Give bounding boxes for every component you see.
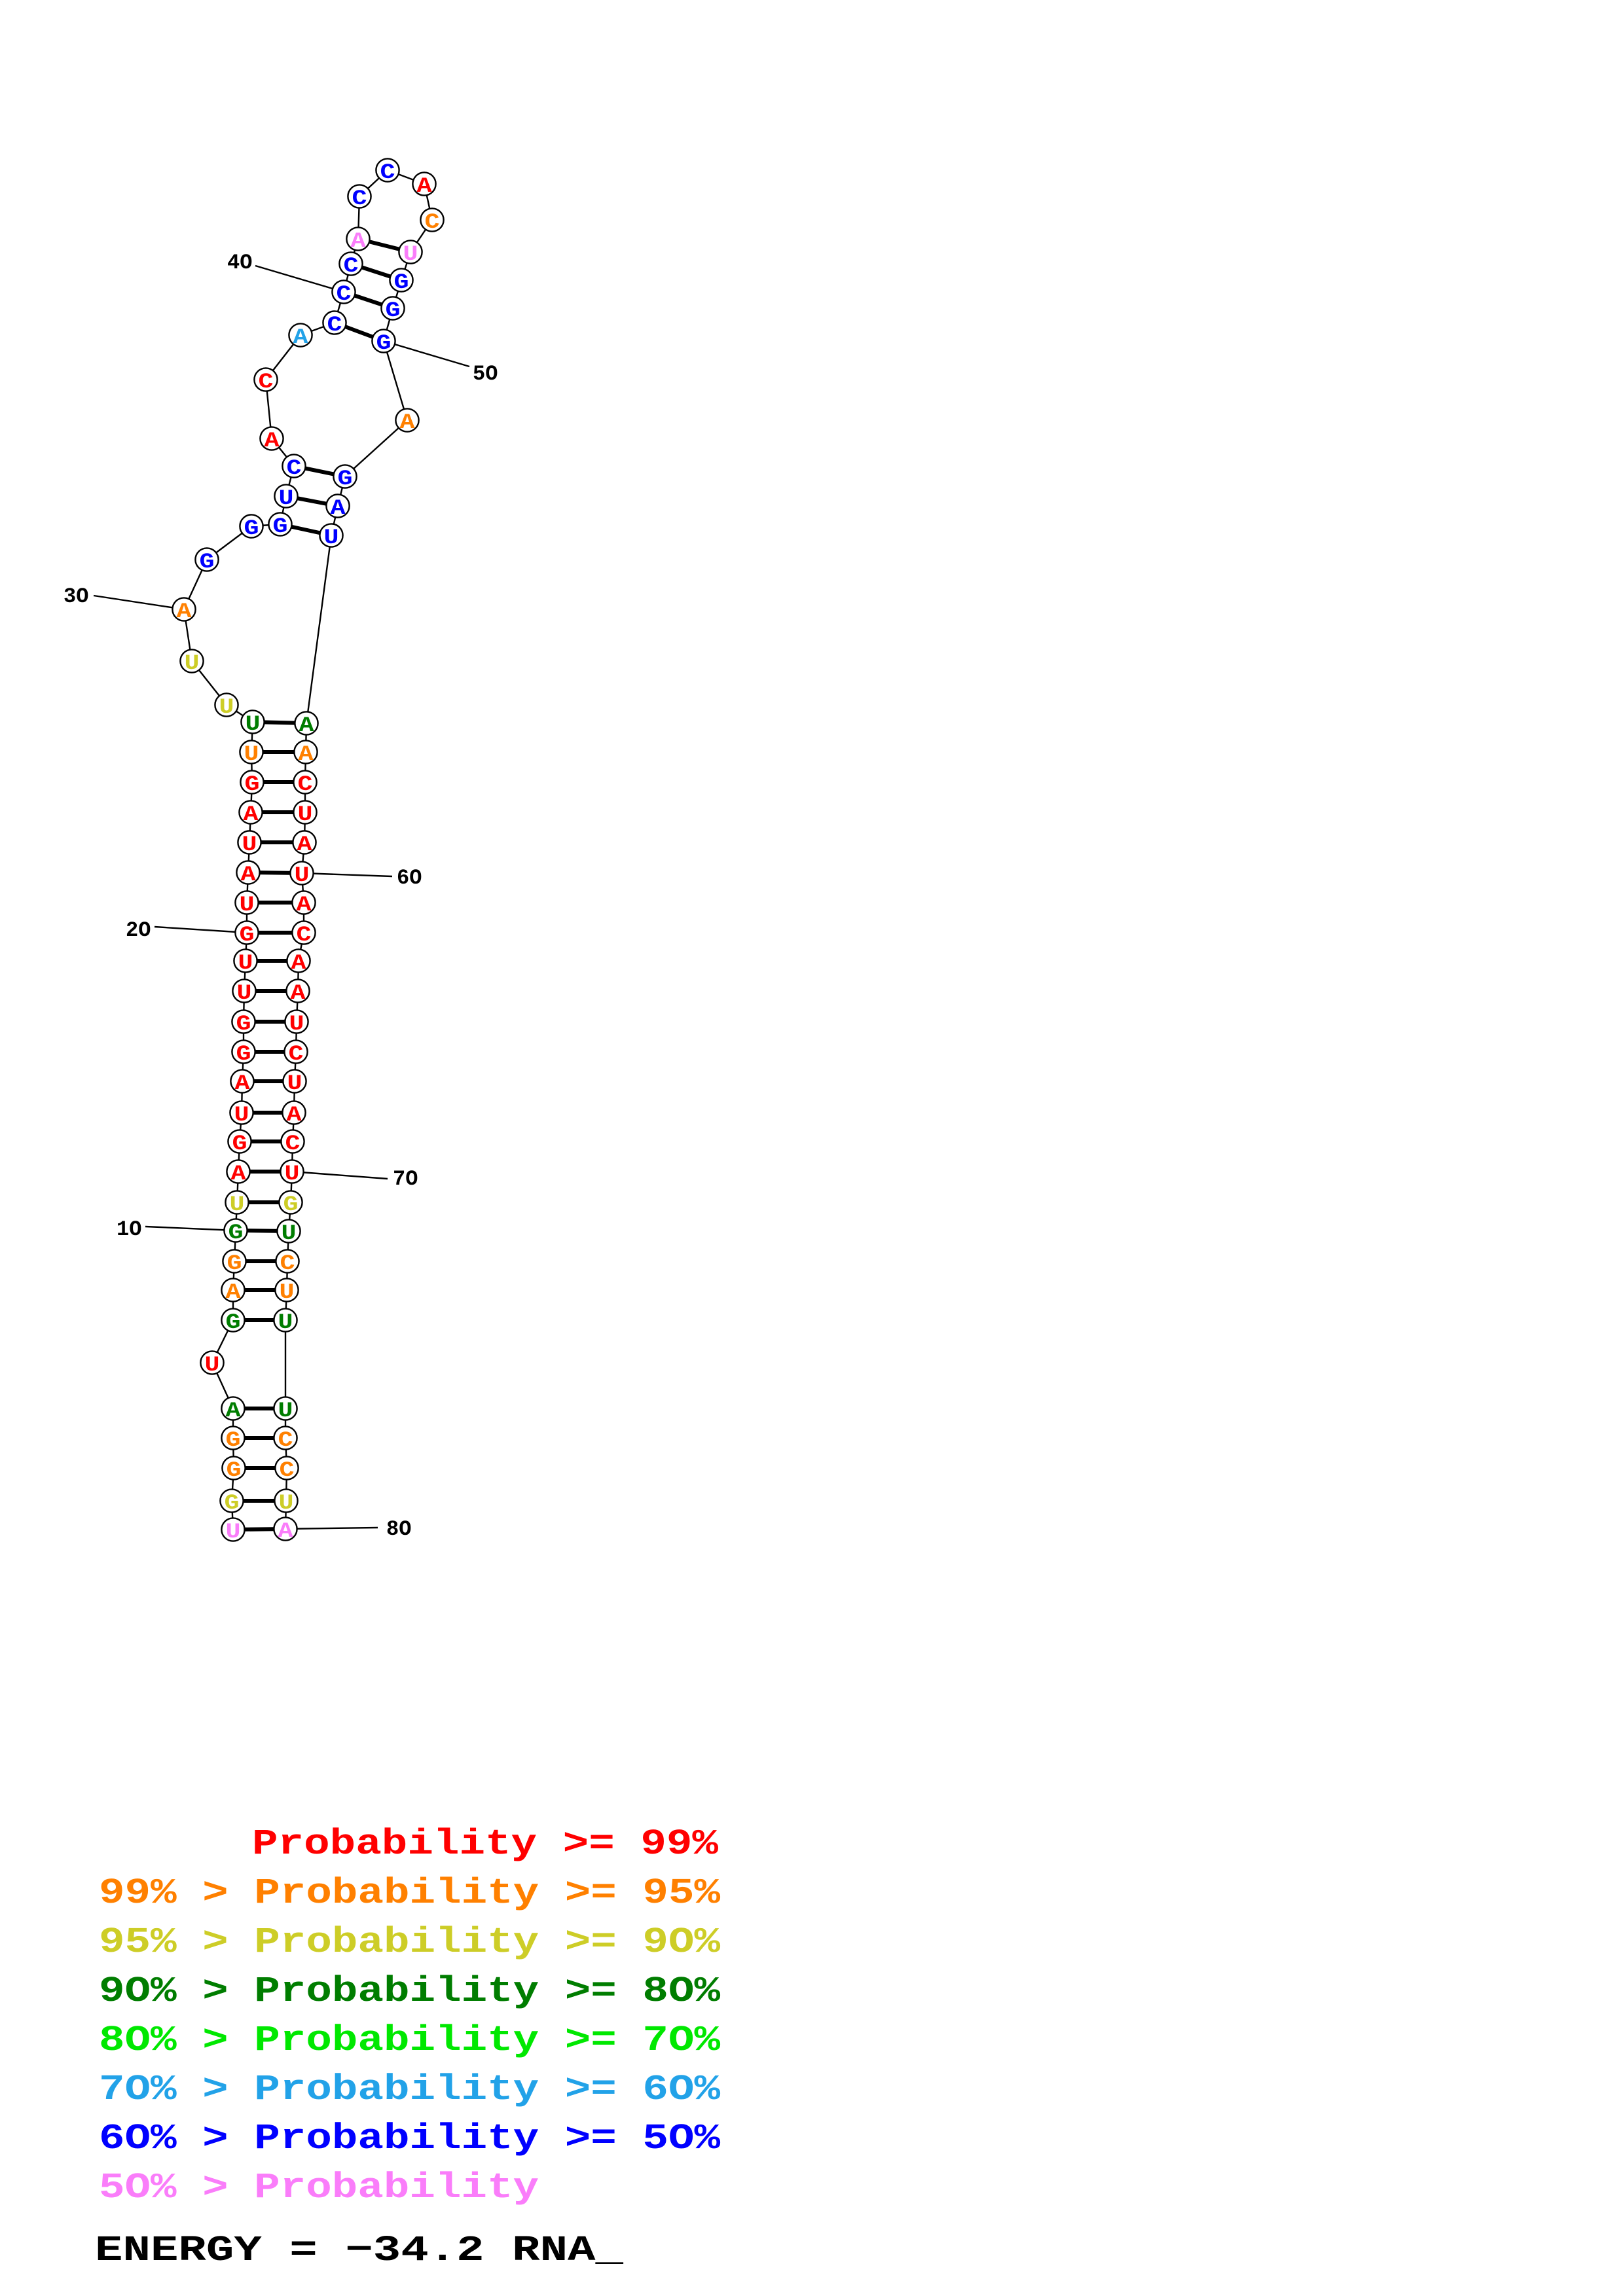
svg-text:C: C — [289, 1042, 304, 1066]
svg-text:A: A — [241, 863, 257, 887]
svg-text:5O: 5O — [473, 362, 498, 386]
svg-text:U: U — [219, 695, 234, 719]
svg-text:C: C — [344, 254, 359, 278]
svg-text:U: U — [287, 1071, 302, 1096]
svg-text:8O: 8O — [386, 1517, 411, 1541]
svg-text:A: A — [297, 893, 312, 917]
svg-text:ENERGY = −34.2 RNA_: ENERGY = −34.2 RNA_ — [95, 2230, 624, 2271]
svg-text:2O: 2O — [126, 918, 151, 942]
svg-text:U: U — [230, 1193, 245, 1217]
svg-text:U: U — [240, 893, 255, 917]
svg-text:U: U — [289, 1012, 304, 1036]
svg-text:U: U — [205, 1353, 220, 1377]
svg-text:C: C — [327, 313, 342, 337]
svg-text:Probability >= 99%: Probability >= 99% — [252, 1823, 719, 1865]
svg-text:A: A — [235, 1071, 251, 1096]
svg-text:A: A — [291, 951, 307, 975]
svg-text:A: A — [264, 429, 280, 453]
svg-text:G: G — [225, 1491, 240, 1515]
svg-text:C: C — [297, 923, 312, 947]
svg-text:8O% > Probability >= 7O%: 8O% > Probability >= 7O% — [99, 2020, 721, 2061]
svg-text:G: G — [227, 1251, 242, 1276]
svg-text:U: U — [285, 1162, 300, 1186]
svg-text:U: U — [282, 1221, 297, 1246]
svg-text:C: C — [298, 772, 313, 797]
svg-text:C: C — [278, 1428, 293, 1452]
svg-text:A: A — [331, 496, 346, 520]
svg-text:U: U — [242, 833, 257, 857]
svg-text:A: A — [297, 833, 313, 857]
svg-text:99% > Probability >= 95%: 99% > Probability >= 95% — [99, 1873, 721, 1914]
svg-text:U: U — [278, 1310, 293, 1335]
svg-text:A: A — [226, 1280, 242, 1304]
svg-text:A: A — [226, 1399, 242, 1423]
svg-text:G: G — [283, 1193, 299, 1217]
svg-text:7O% > Probability >= 6O%: 7O% > Probability >= 6O% — [99, 2069, 721, 2110]
svg-text:3O: 3O — [64, 584, 88, 609]
svg-text:U: U — [234, 1103, 249, 1127]
svg-text:1O: 1O — [117, 1217, 141, 1242]
svg-text:G: G — [227, 1458, 242, 1482]
svg-text:C: C — [380, 160, 395, 185]
svg-text:G: G — [232, 1132, 247, 1156]
svg-text:U: U — [246, 712, 261, 736]
svg-text:U: U — [324, 526, 339, 550]
svg-text:C: C — [337, 282, 352, 306]
svg-text:C: C — [285, 1132, 301, 1156]
svg-text:7O: 7O — [393, 1167, 418, 1191]
svg-text:U: U — [298, 802, 313, 827]
svg-text:G: G — [338, 467, 353, 491]
svg-text:G: G — [245, 772, 260, 797]
svg-text:A: A — [417, 174, 433, 198]
svg-text:A: A — [299, 713, 315, 738]
svg-text:G: G — [376, 331, 392, 355]
svg-text:5O% > Probability: 5O% > Probability — [99, 2167, 539, 2208]
svg-text:9O% > Probability >= 8O%: 9O% > Probability >= 8O% — [99, 1971, 721, 2012]
svg-text:A: A — [278, 1519, 294, 1543]
svg-text:U: U — [279, 486, 294, 511]
svg-text:U: U — [226, 1520, 241, 1544]
svg-text:A: A — [400, 410, 416, 435]
svg-text:G: G — [200, 550, 215, 574]
svg-text:C: C — [352, 187, 367, 211]
svg-text:C: C — [425, 210, 440, 234]
svg-text:A: A — [287, 1103, 302, 1127]
svg-text:6O% > Probability >= 5O%: 6O% > Probability >= 5O% — [99, 2118, 721, 2159]
svg-text:A: A — [244, 802, 259, 827]
svg-text:4O: 4O — [227, 251, 252, 275]
svg-text:A: A — [291, 981, 306, 1005]
svg-text:A: A — [293, 325, 309, 350]
svg-text:A: A — [299, 742, 314, 766]
svg-text:A: A — [351, 229, 367, 253]
svg-text:C: C — [280, 1458, 295, 1482]
svg-text:G: G — [240, 923, 255, 947]
svg-text:G: G — [236, 1042, 251, 1066]
svg-text:G: G — [273, 514, 288, 539]
svg-text:G: G — [394, 270, 409, 295]
svg-text:95% > Probability >= 9O%: 95% > Probability >= 9O% — [99, 1922, 721, 1963]
svg-text:G: G — [226, 1310, 241, 1335]
svg-text:U: U — [238, 951, 253, 975]
svg-text:U: U — [279, 1491, 294, 1515]
svg-text:G: G — [244, 516, 259, 541]
svg-text:C: C — [287, 456, 302, 480]
svg-text:G: G — [236, 1012, 251, 1036]
svg-text:U: U — [237, 981, 252, 1005]
svg-text:G: G — [386, 298, 401, 323]
svg-text:U: U — [244, 742, 259, 766]
svg-text:U: U — [278, 1399, 293, 1423]
svg-text:U: U — [185, 651, 200, 675]
svg-text:G: G — [226, 1428, 241, 1452]
svg-text:A: A — [177, 600, 192, 624]
svg-text:U: U — [280, 1280, 295, 1304]
svg-text:6O: 6O — [397, 866, 422, 890]
svg-text:G: G — [228, 1221, 244, 1245]
svg-text:U: U — [403, 242, 418, 266]
svg-text:C: C — [280, 1251, 295, 1276]
svg-text:U: U — [295, 863, 310, 888]
svg-text:A: A — [231, 1162, 247, 1186]
svg-text:C: C — [259, 370, 274, 394]
